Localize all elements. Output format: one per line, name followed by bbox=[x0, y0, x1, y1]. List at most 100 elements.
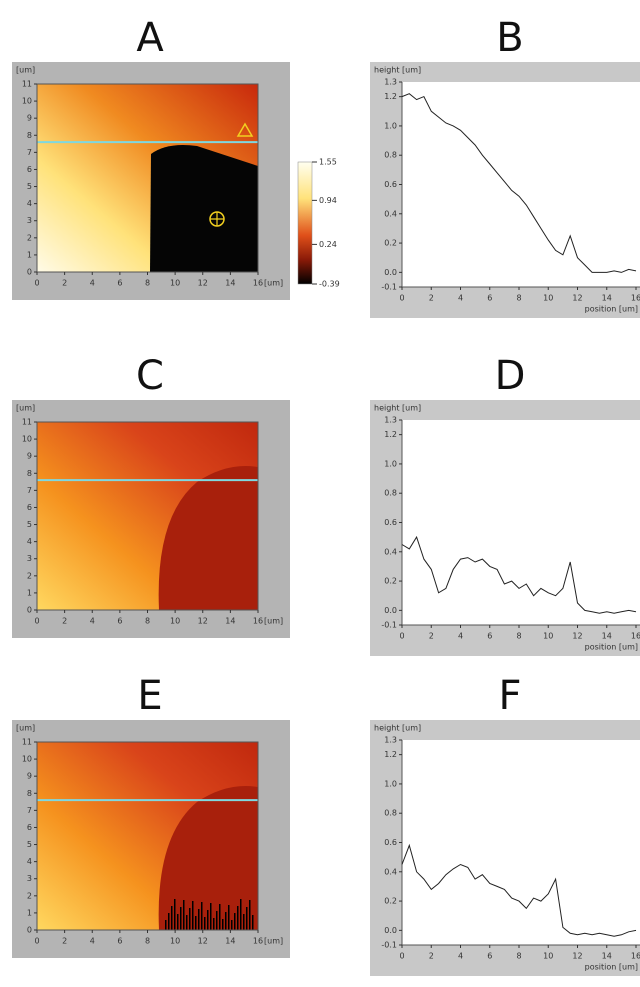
panel-letter: A bbox=[136, 15, 164, 61]
y-tick-label: 0.8 bbox=[384, 151, 397, 160]
y-tick-label: -0.1 bbox=[381, 621, 397, 630]
x-axis-label: [um] bbox=[264, 279, 283, 288]
y-tick-label: 0.0 bbox=[384, 268, 397, 277]
x-tick-label: 2 bbox=[62, 937, 67, 946]
x-tick-label: 14 bbox=[602, 632, 612, 641]
x-tick-label: 2 bbox=[429, 294, 434, 303]
y-tick-label: 0.6 bbox=[384, 180, 397, 189]
scan-artifact bbox=[180, 907, 182, 930]
y-tick-label: 2 bbox=[27, 571, 32, 580]
scan-artifact bbox=[213, 918, 215, 930]
masked-region bbox=[150, 145, 258, 272]
y-tick-label: 4 bbox=[27, 199, 32, 208]
scan-artifact bbox=[222, 919, 224, 930]
plot-bg bbox=[402, 82, 640, 287]
y-tick-label: 0.0 bbox=[384, 926, 397, 935]
x-tick-label: 0 bbox=[34, 937, 39, 946]
x-tick-label: 16 bbox=[631, 632, 640, 641]
x-tick-label: 14 bbox=[602, 294, 612, 303]
y-tick-label: 4 bbox=[27, 857, 32, 866]
x-tick-label: 0 bbox=[399, 952, 404, 961]
y-tick-label: 11 bbox=[22, 80, 32, 89]
y-tick-label: 9 bbox=[27, 114, 32, 123]
y-tick-label: 3 bbox=[27, 874, 32, 883]
y-axis-label: height [um] bbox=[374, 404, 421, 413]
scan-artifact bbox=[192, 901, 194, 930]
y-tick-label: 8 bbox=[27, 789, 32, 798]
colorbar-label: 0.24 bbox=[319, 240, 337, 249]
x-axis-label: position [um] bbox=[585, 643, 638, 652]
y-tick-label: 0.8 bbox=[384, 489, 397, 498]
x-axis-label: position [um] bbox=[585, 305, 638, 314]
x-tick-label: 8 bbox=[516, 632, 521, 641]
scan-artifact bbox=[171, 906, 173, 930]
y-tick-label: 1 bbox=[27, 250, 32, 259]
y-tick-label: 1 bbox=[27, 908, 32, 917]
plot-bg bbox=[402, 420, 640, 625]
y-tick-label: 0.2 bbox=[384, 239, 397, 248]
x-tick-label: 6 bbox=[487, 294, 492, 303]
x-tick-label: 6 bbox=[117, 937, 122, 946]
y-tick-label: 1.0 bbox=[384, 121, 397, 130]
x-tick-label: 16 bbox=[253, 617, 263, 626]
scan-artifact bbox=[234, 913, 236, 930]
y-tick-label: 0.6 bbox=[384, 838, 397, 847]
x-tick-label: 10 bbox=[170, 617, 180, 626]
x-tick-label: 12 bbox=[572, 952, 582, 961]
y-tick-label: 11 bbox=[22, 738, 32, 747]
y-axis-label: [um] bbox=[16, 66, 35, 75]
scan-artifact bbox=[216, 911, 218, 930]
colorbar-label: 1.55 bbox=[319, 158, 337, 167]
triangle-marker bbox=[236, 122, 254, 137]
y-tick-label: 0.6 bbox=[384, 518, 397, 527]
scan-artifact bbox=[210, 903, 212, 930]
x-tick-label: 10 bbox=[543, 952, 553, 961]
y-tick-label: 0.4 bbox=[384, 547, 397, 556]
panel-letter: E bbox=[137, 673, 162, 719]
scan-artifact bbox=[186, 915, 188, 930]
profile-line bbox=[401, 93, 637, 273]
scan-artifact bbox=[207, 910, 209, 930]
plot-bg bbox=[402, 740, 640, 945]
x-tick-label: 12 bbox=[572, 632, 582, 641]
x-tick-label: 8 bbox=[516, 952, 521, 961]
x-tick-label: 16 bbox=[253, 279, 263, 288]
colorbar bbox=[297, 161, 313, 285]
x-tick-label: 16 bbox=[253, 937, 263, 946]
x-tick-label: 4 bbox=[458, 952, 463, 961]
profile-line bbox=[401, 843, 637, 937]
x-tick-label: 2 bbox=[62, 279, 67, 288]
y-tick-label: 2 bbox=[27, 233, 32, 242]
y-tick-label: 11 bbox=[22, 418, 32, 427]
x-axis-label: [um] bbox=[264, 937, 283, 946]
y-tick-label: 1.3 bbox=[384, 416, 397, 425]
cross-marker-lines bbox=[210, 212, 224, 226]
y-tick-label: 5 bbox=[27, 182, 32, 191]
y-tick-label: 7 bbox=[27, 148, 32, 157]
x-tick-label: 4 bbox=[458, 632, 463, 641]
y-tick-label: 0 bbox=[27, 926, 32, 935]
scan-artifact bbox=[252, 915, 254, 930]
y-tick-label: 2 bbox=[27, 891, 32, 900]
scan-artifact bbox=[225, 912, 227, 930]
x-tick-label: 4 bbox=[90, 279, 95, 288]
scan-artifact bbox=[189, 908, 191, 930]
y-tick-label: 10 bbox=[22, 97, 32, 106]
y-axis-label: [um] bbox=[16, 724, 35, 733]
x-tick-label: 8 bbox=[145, 937, 150, 946]
y-tick-label: 9 bbox=[27, 772, 32, 781]
scan-artifact bbox=[204, 917, 206, 930]
scan-artifact bbox=[168, 913, 170, 930]
y-tick-label: 8 bbox=[27, 469, 32, 478]
x-tick-label: 12 bbox=[572, 294, 582, 303]
x-axis-label: [um] bbox=[264, 617, 283, 626]
y-tick-label: 0.8 bbox=[384, 809, 397, 818]
x-tick-label: 2 bbox=[429, 952, 434, 961]
y-tick-label: -0.1 bbox=[381, 941, 397, 950]
y-tick-label: 10 bbox=[22, 755, 32, 764]
x-tick-label: 4 bbox=[90, 617, 95, 626]
x-tick-label: 6 bbox=[117, 617, 122, 626]
y-tick-label: 7 bbox=[27, 486, 32, 495]
x-tick-label: 2 bbox=[429, 632, 434, 641]
scan-artifact bbox=[174, 899, 176, 930]
